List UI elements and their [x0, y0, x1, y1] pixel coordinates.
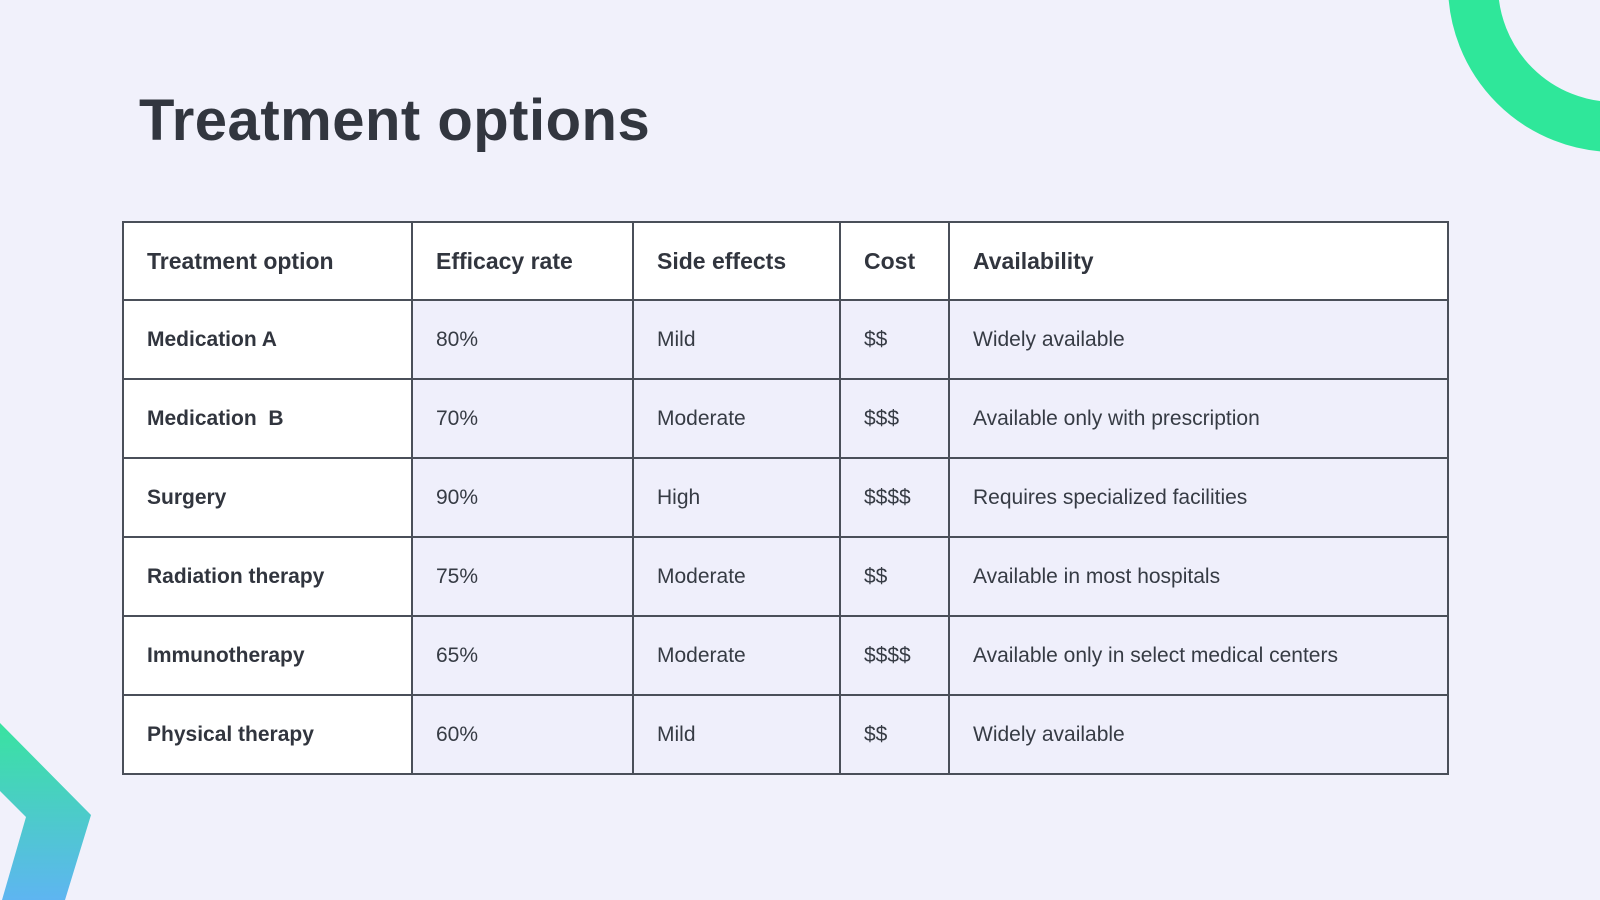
column-header-cost: Cost	[839, 221, 950, 301]
cell-cost: $$$$	[839, 457, 950, 538]
table-row-physical-therapy: Physical therapy 60% Mild $$ Widely avai…	[122, 694, 1449, 775]
cell-availability: Widely available	[948, 694, 1449, 775]
cell-efficacy-rate: 60%	[411, 694, 634, 775]
column-header-efficacy-rate: Efficacy rate	[411, 221, 634, 301]
treatment-options-table: Treatment option Efficacy rate Side effe…	[122, 221, 1449, 775]
cell-efficacy-rate: 65%	[411, 615, 634, 696]
table-row-immunotherapy: Immunotherapy 65% Moderate $$$$ Availabl…	[122, 615, 1449, 696]
cell-efficacy-rate: 80%	[411, 299, 634, 380]
chevron-decoration	[0, 723, 91, 900]
table-row-medication-a: Medication A 80% Mild $$ Widely availabl…	[122, 299, 1449, 380]
cell-treatment-name: Surgery	[122, 457, 413, 538]
cell-side-effects: Mild	[632, 694, 841, 775]
table-header-row: Treatment option Efficacy rate Side effe…	[122, 221, 1449, 301]
cell-side-effects: Moderate	[632, 615, 841, 696]
cell-treatment-name: Immunotherapy	[122, 615, 413, 696]
cell-efficacy-rate: 70%	[411, 378, 634, 459]
cell-efficacy-rate: 90%	[411, 457, 634, 538]
cell-availability: Available only with prescription	[948, 378, 1449, 459]
column-header-side-effects: Side effects	[632, 221, 841, 301]
slide-title: Treatment options	[139, 88, 651, 153]
table-row-medication-b: Medication B 70% Moderate $$$ Available …	[122, 378, 1449, 459]
cell-cost: $$	[839, 536, 950, 617]
cell-availability: Available only in select medical centers	[948, 615, 1449, 696]
cell-treatment-name: Physical therapy	[122, 694, 413, 775]
column-header-treatment-option: Treatment option	[122, 221, 413, 301]
cell-side-effects: Mild	[632, 299, 841, 380]
cell-availability: Requires specialized facilities	[948, 457, 1449, 538]
table-row-surgery: Surgery 90% High $$$$ Requires specializ…	[122, 457, 1449, 538]
table-row-radiation-therapy: Radiation therapy 75% Moderate $$ Availa…	[122, 536, 1449, 617]
cell-treatment-name: Radiation therapy	[122, 536, 413, 617]
cell-side-effects: High	[632, 457, 841, 538]
cell-cost: $$$	[839, 378, 950, 459]
cell-efficacy-rate: 75%	[411, 536, 634, 617]
cell-cost: $$	[839, 694, 950, 775]
cell-treatment-name: Medication B	[122, 378, 413, 459]
cell-side-effects: Moderate	[632, 536, 841, 617]
column-header-availability: Availability	[948, 221, 1449, 301]
corner-ring-decoration	[1448, 0, 1600, 152]
cell-cost: $$$$	[839, 615, 950, 696]
cell-cost: $$	[839, 299, 950, 380]
cell-treatment-name: Medication A	[122, 299, 413, 380]
cell-availability: Widely available	[948, 299, 1449, 380]
cell-side-effects: Moderate	[632, 378, 841, 459]
cell-availability: Available in most hospitals	[948, 536, 1449, 617]
